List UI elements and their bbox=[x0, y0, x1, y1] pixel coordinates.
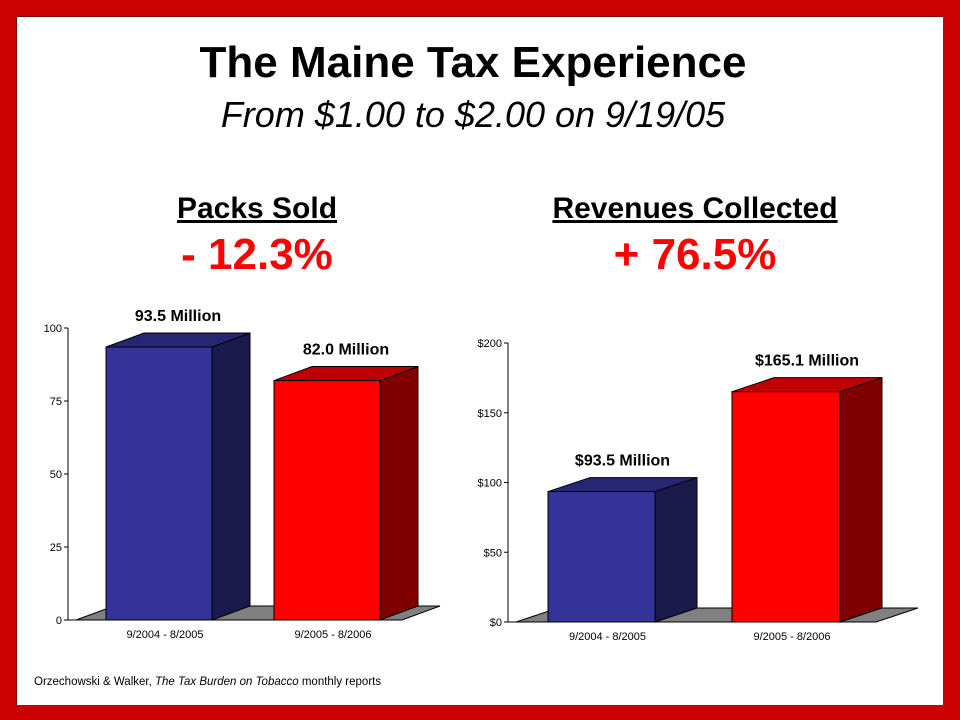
chart1-y-tick-label: 50 bbox=[50, 469, 62, 481]
revenues-change: + 76.5% bbox=[613, 230, 777, 279]
chart1-bar-side bbox=[379, 365, 419, 621]
slide-subtitle: From $1.00 to $2.00 on 9/19/05 bbox=[220, 94, 726, 135]
chart1-data-label: 93.5 Million bbox=[135, 308, 221, 325]
chart2-data-label: $165.1 Million bbox=[755, 353, 859, 370]
chart1-bar bbox=[105, 346, 213, 621]
packs-sold-change: - 12.3% bbox=[181, 230, 333, 279]
revenues-heading: Revenues Collected bbox=[552, 192, 838, 225]
chart2-y-tick-label: $100 bbox=[478, 478, 502, 490]
chart2-bar-side bbox=[654, 476, 698, 623]
chart2-data-label: $93.5 Million bbox=[575, 453, 670, 470]
chart1-category-label: 9/2005 - 8/2006 bbox=[294, 629, 371, 641]
chart2-y-tick-label: $50 bbox=[484, 547, 502, 559]
chart1-category-label: 9/2004 - 8/2005 bbox=[126, 629, 203, 641]
source-publication: The Tax Burden on Tobacco bbox=[155, 676, 299, 688]
chart1-bar-side bbox=[211, 332, 251, 621]
chart1-y-tick-label: 75 bbox=[50, 396, 62, 408]
chart1-y-tick-label: 25 bbox=[50, 542, 62, 554]
chart1-data-label: 82.0 Million bbox=[303, 342, 389, 359]
chart1-y-tick-label: 100 bbox=[44, 323, 62, 335]
source-authors: Orzechowski & Walker, bbox=[34, 676, 152, 688]
chart1-y-tick-label: 0 bbox=[56, 615, 62, 627]
packs-sold-heading: Packs Sold bbox=[176, 192, 338, 225]
chart2-y-tick-label: $0 bbox=[490, 617, 502, 629]
chart2-category-label: 9/2004 - 8/2005 bbox=[569, 631, 646, 643]
chart2-y-tick-label: $150 bbox=[478, 408, 502, 420]
slide-title: The Maine Tax Experience bbox=[199, 38, 747, 87]
chart2-bar-side bbox=[839, 376, 883, 623]
chart2-bar bbox=[731, 391, 841, 623]
chart2-bar bbox=[547, 491, 656, 623]
source-citation: Orzechowski & Walker, The Tax Burden on … bbox=[34, 676, 381, 688]
chart2-category-label: 9/2005 - 8/2006 bbox=[753, 631, 830, 643]
chart1-bar bbox=[273, 380, 381, 621]
chart2-y-tick-label: $200 bbox=[478, 338, 502, 350]
source-suffix: monthly reports bbox=[301, 676, 382, 688]
